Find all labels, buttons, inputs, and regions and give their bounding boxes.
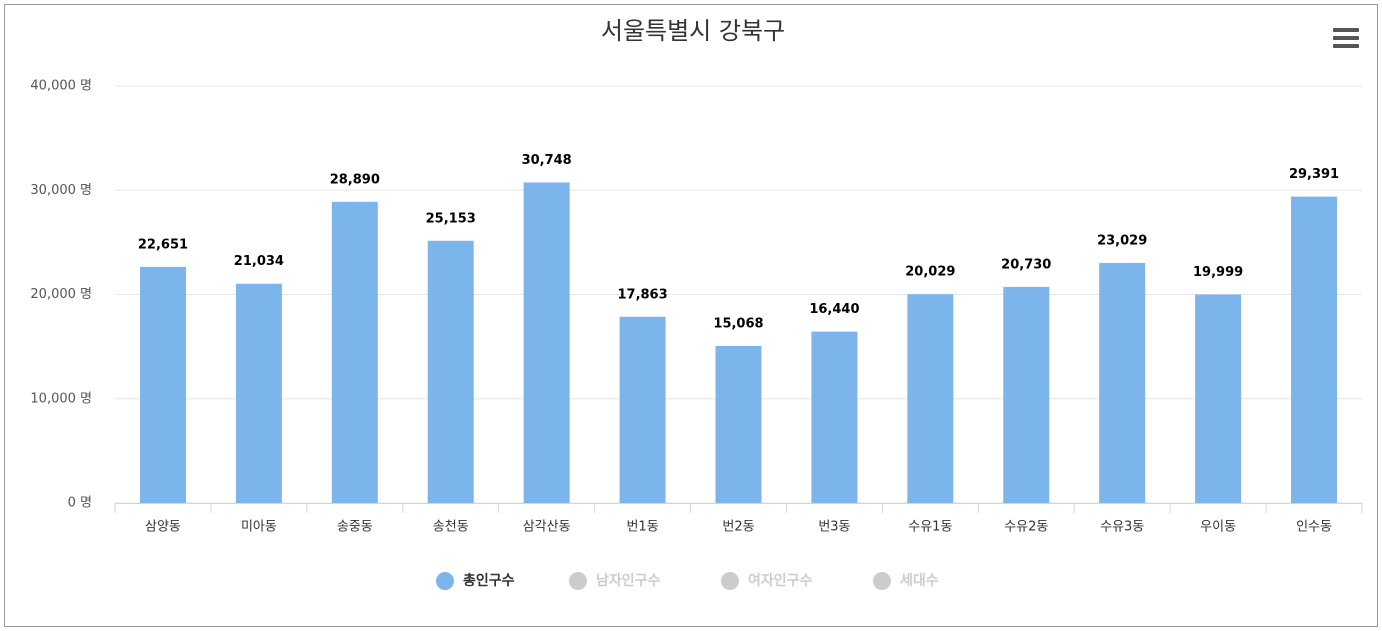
y-tick-label: 30,000 명 xyxy=(30,183,92,198)
data-label: 21,034 xyxy=(234,254,284,269)
data-label: 17,863 xyxy=(617,287,667,302)
x-tick-label: 삼양동 xyxy=(145,520,181,535)
x-tick-label: 번2동 xyxy=(722,520,754,535)
x-tick-label: 번3동 xyxy=(818,520,850,535)
x-tick-label: 수유3동 xyxy=(1100,520,1144,535)
bar xyxy=(235,283,282,503)
data-label: 20,730 xyxy=(1001,257,1051,272)
bar xyxy=(427,240,474,503)
data-label: 22,651 xyxy=(138,237,188,252)
data-label: 29,391 xyxy=(1289,167,1339,182)
chart-title: 서울특별시 강북구 xyxy=(601,17,785,45)
menu-button[interactable] xyxy=(1333,28,1359,48)
x-tick-label: 인수동 xyxy=(1296,520,1332,535)
data-label: 15,068 xyxy=(713,316,763,331)
legend-marker[interactable] xyxy=(436,572,454,590)
x-tick-label: 번1동 xyxy=(626,520,658,535)
y-tick-label: 20,000 명 xyxy=(30,287,92,302)
data-label: 16,440 xyxy=(809,302,859,317)
bar xyxy=(1099,262,1146,503)
data-label: 25,153 xyxy=(426,211,476,226)
y-tick-label: 0 명 xyxy=(68,496,92,511)
y-tick-label: 40,000 명 xyxy=(30,79,92,94)
x-tick-label: 삼각산동 xyxy=(523,520,571,535)
chart-border xyxy=(4,4,1378,627)
bar xyxy=(1195,294,1242,503)
data-label: 30,748 xyxy=(522,153,572,168)
x-tick-label: 수유1동 xyxy=(908,520,952,535)
x-tick-label: 우이동 xyxy=(1200,520,1236,535)
data-label: 23,029 xyxy=(1097,233,1147,248)
legend-marker[interactable] xyxy=(873,572,891,590)
bar xyxy=(139,266,186,503)
legend-label[interactable]: 세대수 xyxy=(900,573,939,589)
x-tick-label: 미아동 xyxy=(241,520,277,535)
legend-label[interactable]: 남자인구수 xyxy=(596,572,661,589)
bar xyxy=(811,331,858,503)
bar xyxy=(331,201,378,503)
data-label: 20,029 xyxy=(905,265,955,280)
bar xyxy=(619,316,666,503)
bar xyxy=(715,345,762,503)
legend-label[interactable]: 여자인구수 xyxy=(748,572,813,589)
x-tick-label: 송중동 xyxy=(337,520,373,535)
bar xyxy=(523,182,570,504)
bar xyxy=(1003,286,1050,503)
legend-marker[interactable] xyxy=(569,572,587,590)
data-label: 28,890 xyxy=(330,172,380,187)
y-tick-label: 10,000 명 xyxy=(30,391,92,406)
x-tick-label: 수유2동 xyxy=(1004,520,1048,535)
bar xyxy=(907,294,954,503)
bar xyxy=(1291,196,1338,504)
legend-marker[interactable] xyxy=(721,572,739,590)
legend-label[interactable]: 총인구수 xyxy=(463,572,515,589)
data-label: 19,999 xyxy=(1193,265,1243,280)
x-tick-label: 송천동 xyxy=(433,520,469,535)
